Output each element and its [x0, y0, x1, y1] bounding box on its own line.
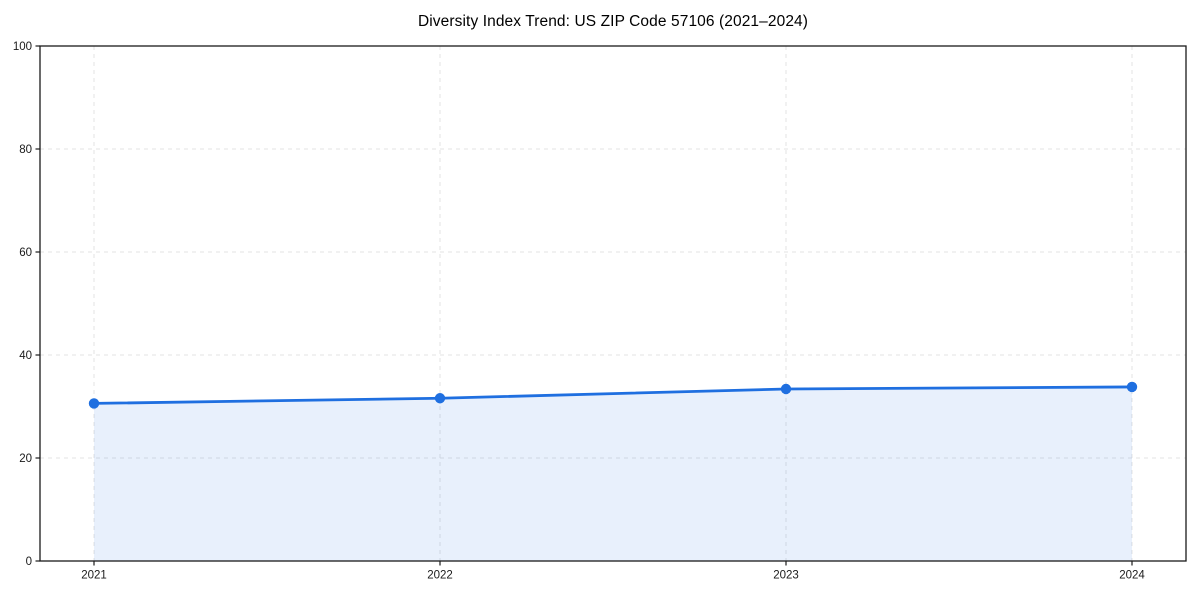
y-tick-label: 100 — [13, 41, 32, 53]
trend-line — [92, 385, 1134, 405]
data-point-2022 — [434, 393, 446, 404]
x-tick-label: 2024 — [1119, 570, 1145, 582]
data-point-2021 — [88, 398, 100, 409]
chart-title: Diversity Index Trend: US ZIP Code 57106… — [417, 13, 809, 30]
plot-border — [39, 45, 1187, 562]
data-point-2024 — [1126, 381, 1138, 393]
y-tick-label: 0 — [26, 556, 32, 568]
x-tick-label: 2021 — [81, 570, 107, 582]
data-point-2023 — [780, 383, 792, 395]
y-tick-label: 40 — [19, 350, 32, 362]
x-tick-label: 2023 — [773, 570, 799, 582]
y-tick-label: 80 — [19, 144, 32, 156]
area-fill — [94, 386, 1132, 561]
x-tick-label: 2022 — [427, 570, 453, 582]
y-tick-label: 60 — [19, 247, 32, 259]
y-tick-label: 20 — [19, 453, 32, 465]
